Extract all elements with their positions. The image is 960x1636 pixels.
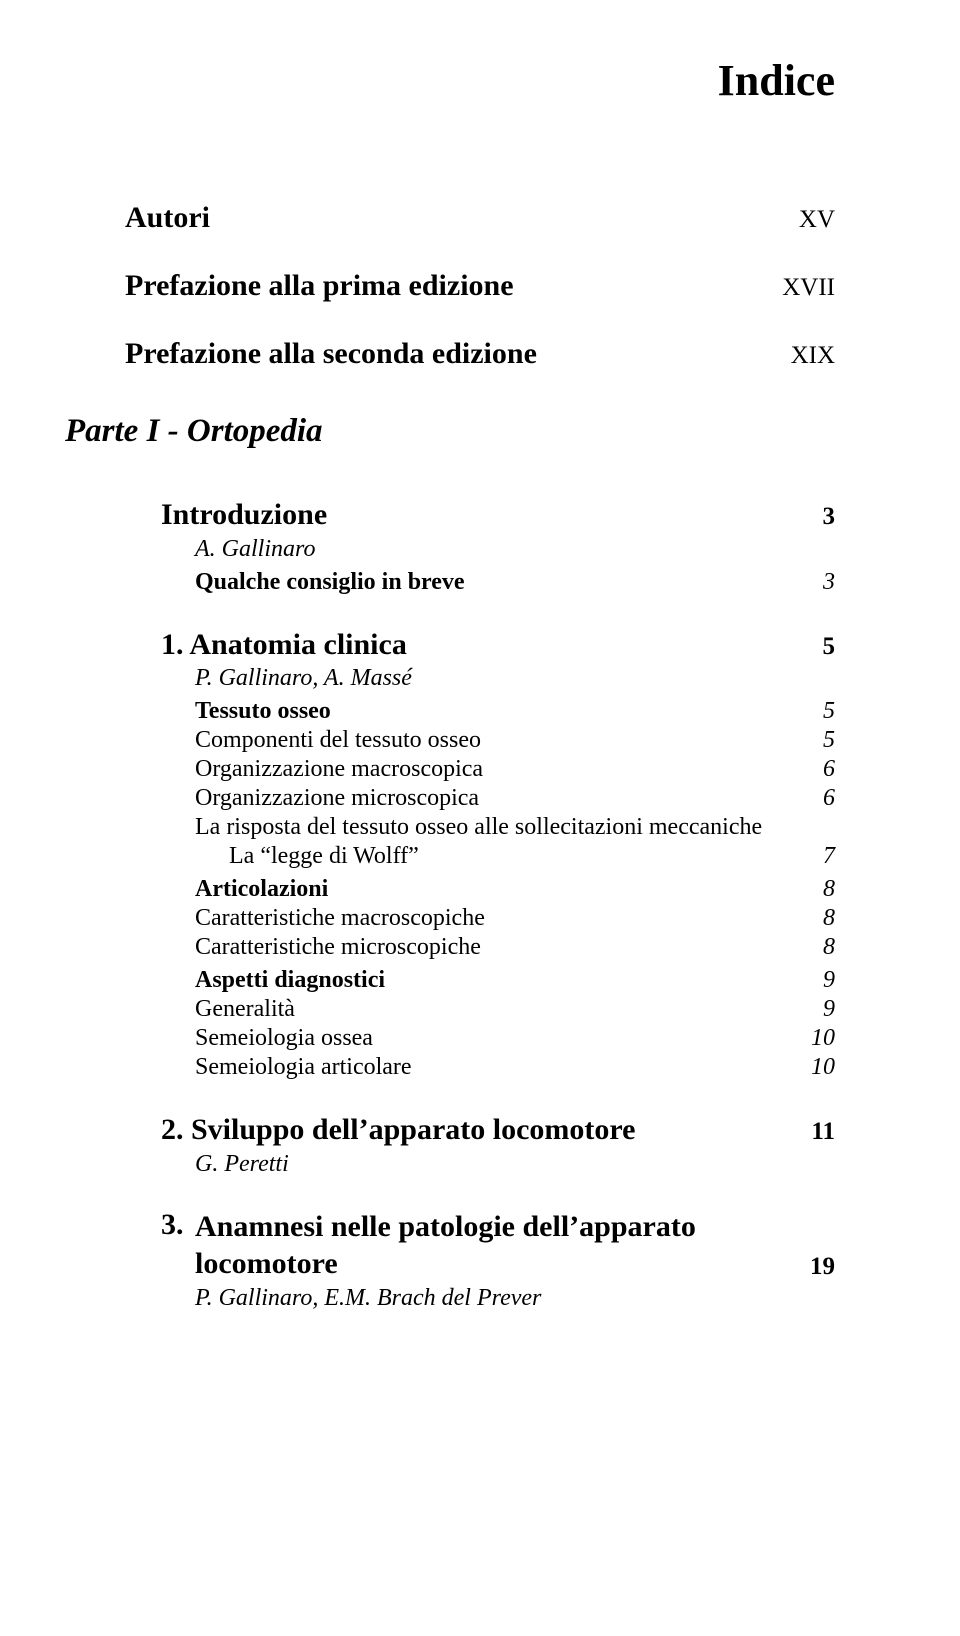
chapter-author: P. Gallinaro, A. Massé	[195, 665, 835, 692]
sub2-label: Organizzazione macroscopica	[195, 756, 483, 783]
sub2-label: Componenti del tessuto osseo	[195, 727, 481, 754]
front-label: Prefazione alla seconda edizione	[125, 337, 537, 371]
chapter-title-line1: Anamnesi nelle patologie dell’apparato	[195, 1208, 835, 1246]
chapter-title: 2. Sviluppo dell’apparato locomotore	[161, 1111, 635, 1149]
sub1-page: 9	[823, 967, 835, 994]
sub2-page: 6	[823, 785, 835, 812]
chapter-2: 2. Sviluppo dell’apparato locomotore 11 …	[161, 1111, 835, 1178]
chapter-page: 19	[810, 1251, 835, 1282]
sub2-label: Semeiologia articolare	[195, 1054, 412, 1081]
sub1-label: Articolazioni	[195, 876, 328, 903]
front-page: XVII	[782, 274, 835, 302]
chapter-title-line2: locomotore	[195, 1245, 338, 1283]
sub3-page: 7	[823, 843, 835, 870]
sub2-page: 9	[823, 996, 835, 1023]
part-title: Parte I - Ortopedia	[65, 413, 835, 450]
front-entry-autori: Autori XV	[125, 201, 835, 235]
sub2-page: 10	[811, 1054, 835, 1081]
sub1-label: Qualche consiglio in breve	[195, 569, 465, 596]
sub2-page: 8	[823, 905, 835, 932]
chapter-title: 1. Anatomia clinica	[161, 626, 407, 664]
chapter-page: 11	[811, 1116, 835, 1147]
sub2-page: 5	[823, 727, 835, 754]
front-page: XIX	[791, 342, 835, 370]
chapter-intro: Introduzione 3 A. Gallinaro Qualche cons…	[161, 496, 835, 596]
sub2-page: 10	[811, 1025, 835, 1052]
sub1-page: 8	[823, 876, 835, 903]
front-entry-pref2: Prefazione alla seconda edizione XIX	[125, 337, 835, 371]
sub2-page: 6	[823, 756, 835, 783]
chapter-page: 5	[823, 631, 836, 662]
chapter-title: Introduzione	[161, 496, 327, 534]
front-label: Prefazione alla prima edizione	[125, 269, 514, 303]
sub2-label: Semeiologia ossea	[195, 1025, 373, 1052]
sub2-label: Caratteristiche microscopiche	[195, 934, 481, 961]
sub1-label: Tessuto osseo	[195, 698, 331, 725]
front-label: Autori	[125, 201, 210, 235]
front-page: XV	[799, 206, 835, 234]
sub1-label: Aspetti diagnostici	[195, 967, 385, 994]
main-title: Indice	[125, 55, 835, 106]
sub3-label: La “legge di Wolff”	[229, 843, 419, 870]
sub2-page: 8	[823, 934, 835, 961]
chapter-1: 1. Anatomia clinica 5 P. Gallinaro, A. M…	[161, 626, 835, 1082]
chapter-page: 3	[823, 501, 836, 532]
sub1-page: 3	[823, 569, 835, 596]
chapter-3: 3. Anamnesi nelle patologie dell’apparat…	[161, 1208, 835, 1312]
sub2-label: Caratteristiche macroscopiche	[195, 905, 485, 932]
front-entry-pref1: Prefazione alla prima edizione XVII	[125, 269, 835, 303]
sub1-page: 5	[823, 698, 835, 725]
chapter-author: P. Gallinaro, E.M. Brach del Prever	[195, 1285, 835, 1312]
sub2-label-line1: La risposta del tessuto osseo alle solle…	[195, 814, 762, 840]
chapter-number-prefix: 3.	[161, 1208, 195, 1283]
sub2-multiline: La risposta del tessuto osseo alle solle…	[195, 814, 835, 841]
sub2-label: Generalità	[195, 996, 295, 1023]
chapter-author: A. Gallinaro	[195, 536, 835, 563]
sub2-label: Organizzazione microscopica	[195, 785, 479, 812]
chapter-author: G. Peretti	[195, 1151, 835, 1178]
